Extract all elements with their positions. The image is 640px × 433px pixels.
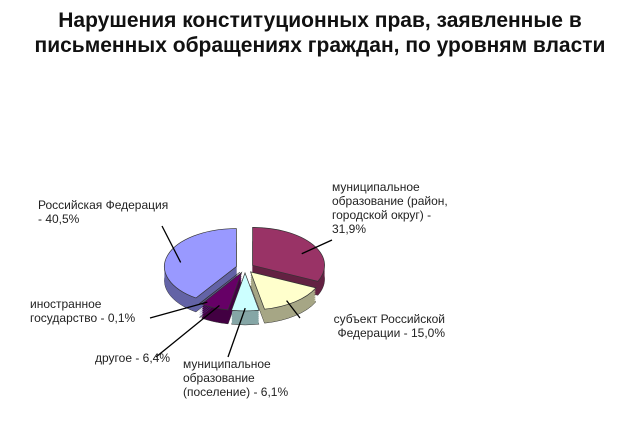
slice-label: другое - 6,4% bbox=[95, 351, 171, 365]
slice-label: Российская Федерация - 40,5% bbox=[38, 198, 169, 226]
slice-label: субъект Российской Федерации - 15,0% bbox=[333, 312, 445, 340]
leader-line bbox=[286, 300, 301, 319]
leader-line bbox=[149, 301, 208, 319]
leader-line bbox=[301, 239, 333, 255]
slice-label: муниципальное образование (район, городс… bbox=[332, 180, 448, 236]
slice bbox=[231, 271, 260, 312]
slice-label: иностранное государство - 0,1% bbox=[30, 297, 136, 325]
slice bbox=[250, 271, 317, 310]
leader-line bbox=[161, 225, 182, 263]
slice bbox=[164, 228, 237, 299]
slice-label: муниципальное образование (поселение) - … bbox=[183, 357, 289, 399]
leader-line bbox=[155, 304, 220, 358]
slice bbox=[252, 226, 325, 282]
leader-line bbox=[227, 307, 246, 358]
chart-title: Нарушения конституционных прав, заявленн… bbox=[34, 9, 606, 57]
